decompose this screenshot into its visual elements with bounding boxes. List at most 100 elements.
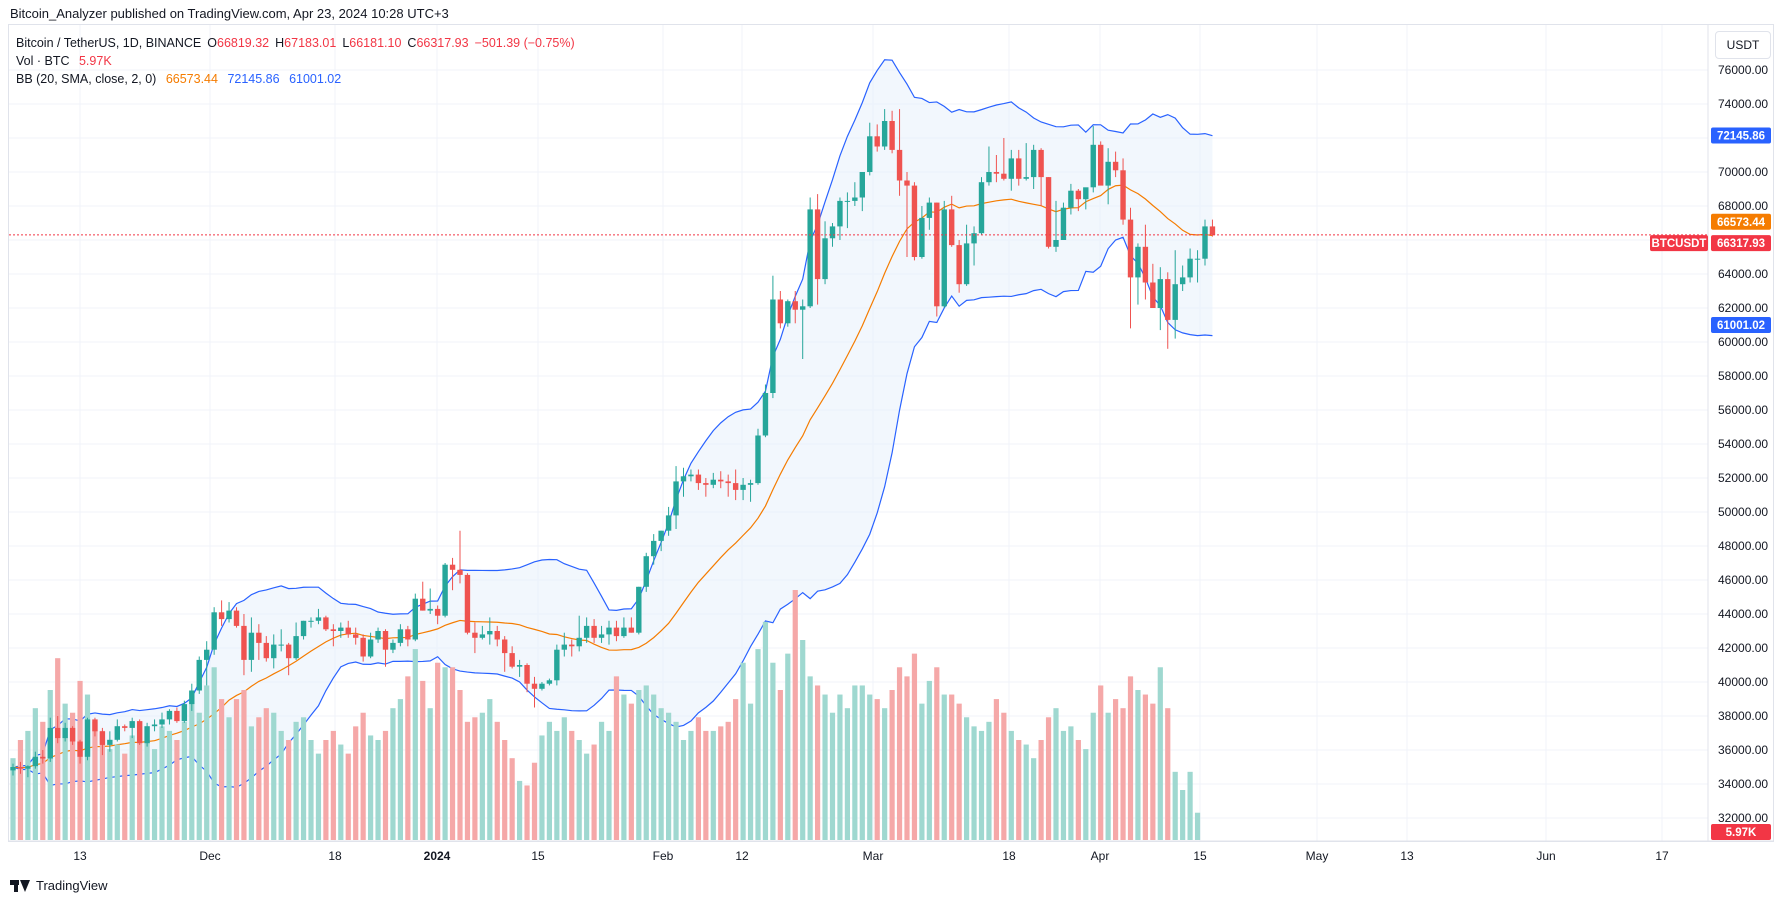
price-tick-label: 60000.00 (1718, 335, 1768, 349)
volume-bar (92, 721, 98, 840)
candle-body (986, 172, 992, 183)
candle-body (949, 209, 955, 246)
volume-bar (241, 690, 247, 840)
candle-body (561, 644, 567, 650)
candle-body (47, 727, 53, 759)
legend-bb-label[interactable]: BB (20, SMA, close, 2, 0) (16, 72, 157, 86)
legend-volume-row[interactable]: Vol · BTC 5.97K (16, 54, 118, 68)
candle-body (636, 586, 642, 633)
candle-body (822, 238, 828, 280)
volume-bar (643, 685, 649, 840)
volume-bar (412, 649, 418, 840)
volume-bar (159, 726, 165, 840)
candle-body (1083, 187, 1089, 200)
time-tick-label: 18 (1002, 849, 1016, 863)
volume-bar (196, 712, 202, 840)
candle-body (405, 629, 411, 640)
candle-body (360, 637, 366, 657)
volume-bar (107, 749, 113, 840)
candle-body (993, 172, 1000, 174)
candle-body (263, 642, 269, 659)
candle-body (1142, 246, 1149, 283)
volume-bar (867, 694, 873, 840)
volume-bar (613, 676, 620, 840)
candle-body (479, 634, 486, 638)
candle-body (777, 299, 784, 324)
volume-bar (114, 744, 120, 840)
volume-bar (777, 690, 783, 840)
candle-body (1053, 240, 1059, 247)
candle-body (926, 202, 933, 218)
time-tick-label: 15 (1193, 849, 1207, 863)
volume-bar (99, 730, 105, 840)
candle-body (107, 739, 113, 745)
candle-body (338, 627, 344, 631)
legend-symbol[interactable]: Bitcoin / TetherUS, 1D, BINANCE (16, 36, 202, 50)
currency-button[interactable]: USDT (1715, 31, 1771, 59)
candle-body (1112, 161, 1119, 171)
volume-bar (740, 662, 746, 840)
volume-bar (442, 667, 448, 840)
time-tick-label: Dec (199, 849, 220, 863)
candle-body (628, 627, 635, 633)
volume-bar (710, 730, 716, 840)
volume-bar (628, 703, 634, 840)
volume-bar (1016, 740, 1022, 840)
volume-bar (1150, 703, 1156, 840)
candle-body (353, 634, 359, 638)
volume-bar (829, 712, 836, 840)
candle-body (673, 481, 679, 516)
volume-bar (211, 667, 217, 840)
legend-change: −501.39 (−0.75%) (474, 36, 575, 50)
volume-bar (174, 740, 180, 840)
candle-body (278, 644, 284, 646)
candle-body (84, 719, 91, 757)
candle-body (613, 627, 620, 637)
candle-body (941, 209, 947, 307)
price-tag-upper: 72145.86 (1717, 131, 1765, 143)
volume-bar (1008, 730, 1014, 840)
volume-bar (904, 676, 910, 840)
candle-body (844, 200, 851, 202)
footer-brand[interactable]: TradingView (10, 878, 108, 893)
candle-body (539, 683, 545, 689)
volume-bar (323, 740, 329, 840)
candle-body (680, 476, 687, 482)
candle-body (323, 617, 329, 630)
candle-body (10, 767, 16, 771)
legend-symbol-row[interactable]: Bitcoin / TetherUS, 1D, BINANCE O66819.32… (16, 36, 581, 50)
volume-bar (1083, 749, 1089, 840)
legend-bb-row[interactable]: BB (20, SMA, close, 2, 0) 66573.44 72145… (16, 72, 347, 86)
volume-bar (695, 717, 701, 840)
volume-bar (874, 699, 880, 840)
candle-body (271, 644, 277, 659)
candle-body (285, 644, 292, 659)
volume-bar (494, 721, 500, 840)
candle-body (1045, 177, 1052, 247)
volume-bar (144, 740, 150, 840)
price-tick-label: 62000.00 (1718, 301, 1768, 315)
volume-bar (271, 712, 277, 840)
candle-body (241, 625, 247, 660)
legend-close: 66317.93 (416, 36, 469, 50)
price-tag-last: 66317.93 (1717, 238, 1765, 250)
price-tick-label: 40000.00 (1718, 675, 1768, 689)
volume-bar (569, 730, 575, 840)
price-tag-upper-bg (1711, 127, 1771, 144)
legend-volume-label[interactable]: Vol · BTC (16, 54, 70, 68)
candle-body (710, 479, 716, 485)
candle-body (1187, 258, 1193, 278)
price-tick-label: 74000.00 (1718, 97, 1768, 111)
candle-body (1165, 279, 1171, 320)
time-tick-label: 17 (1655, 849, 1669, 863)
volume-bar (747, 703, 754, 840)
candle-body (1001, 173, 1007, 179)
price-tick-label: 58000.00 (1718, 369, 1768, 383)
volume-bar (703, 730, 709, 840)
price-tick-label: 32000.00 (1718, 811, 1768, 825)
price-tick-label: 38000.00 (1718, 709, 1768, 723)
candle-body (434, 608, 441, 616)
candle-body (755, 435, 761, 484)
legend-open-label: O (207, 36, 217, 50)
